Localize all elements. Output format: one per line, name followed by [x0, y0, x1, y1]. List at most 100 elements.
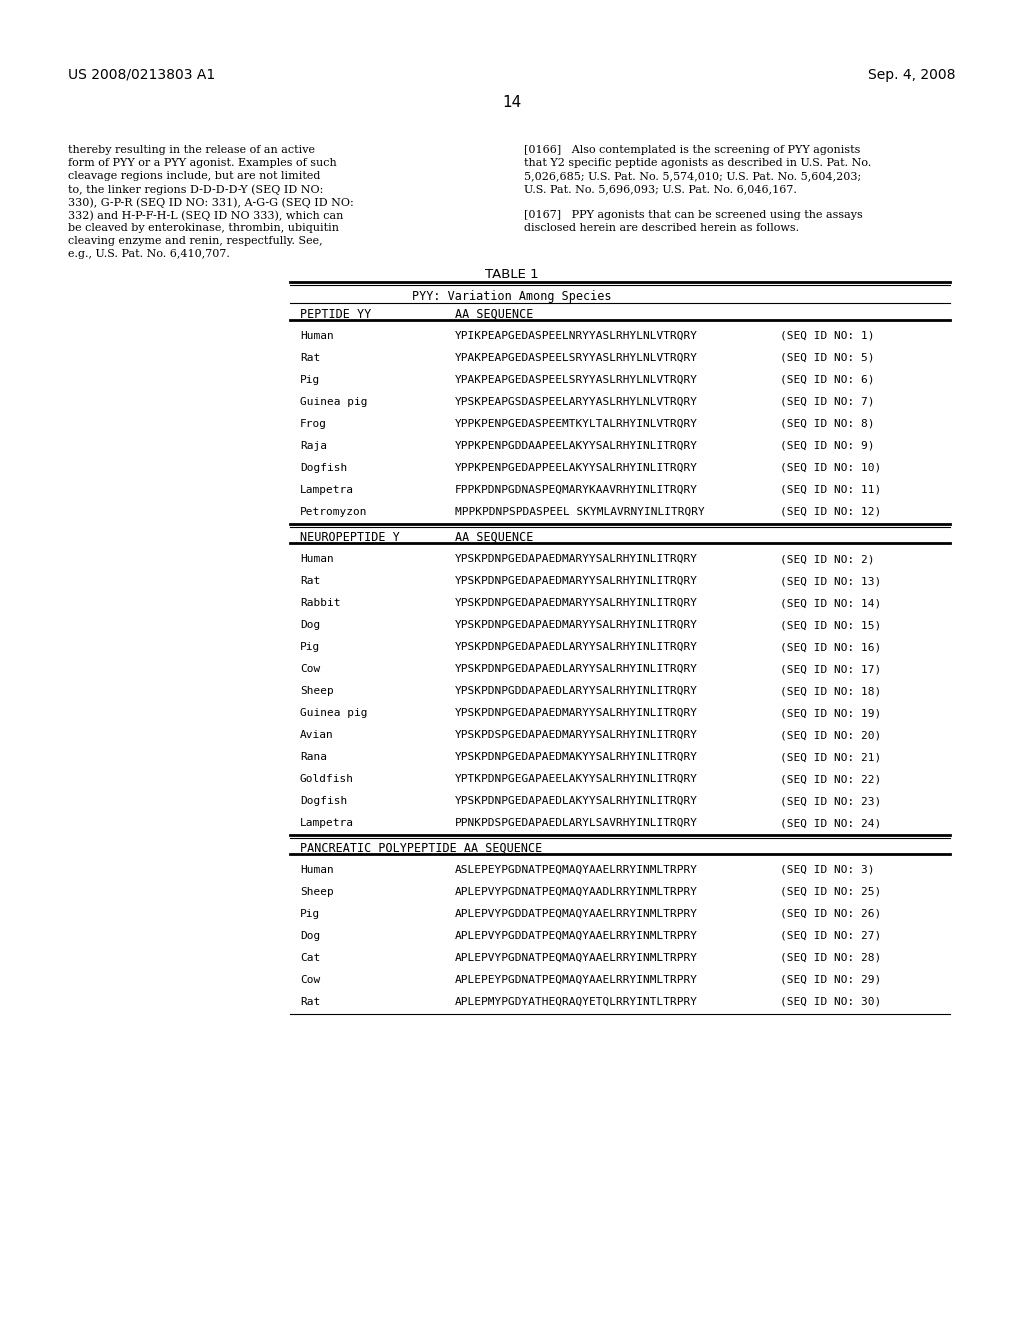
Text: YPSKPDNPGEDAPAEDMARYYSALRHYINLITRQRY: YPSKPDNPGEDAPAEDMARYYSALRHYINLITRQRY: [455, 708, 698, 718]
Text: Pig: Pig: [300, 909, 321, 919]
Text: (SEQ ID NO: 17): (SEQ ID NO: 17): [780, 664, 882, 675]
Text: YPSKPEAPGSDASPEELARYYASLRHYLNLVTRQRY: YPSKPEAPGSDASPEELARYYASLRHYLNLVTRQRY: [455, 397, 698, 407]
Text: US 2008/0213803 A1: US 2008/0213803 A1: [68, 69, 215, 82]
Text: NEUROPEPTIDE Y: NEUROPEPTIDE Y: [300, 531, 399, 544]
Text: Avian: Avian: [300, 730, 334, 741]
Text: form of PYY or a PYY agonist. Examples of such: form of PYY or a PYY agonist. Examples o…: [68, 158, 337, 168]
Text: Human: Human: [300, 331, 334, 341]
Text: (SEQ ID NO: 28): (SEQ ID NO: 28): [780, 953, 882, 964]
Text: TABLE 1: TABLE 1: [485, 268, 539, 281]
Text: YPSKPDNPGDDAPAEDLARYYSALRHYINLITRQRY: YPSKPDNPGDDAPAEDLARYYSALRHYINLITRQRY: [455, 686, 698, 696]
Text: YPSKPDNPGEDAPAEDMARYYSALRHYINLITRQRY: YPSKPDNPGEDAPAEDMARYYSALRHYINLITRQRY: [455, 576, 698, 586]
Text: ASLEPEYPGDNATPEQMAQYAAELRRYINMLTRPRY: ASLEPEYPGDNATPEQMAQYAAELRRYINMLTRPRY: [455, 865, 698, 875]
Text: Lampetra: Lampetra: [300, 818, 354, 828]
Text: disclosed herein are described herein as follows.: disclosed herein are described herein as…: [524, 223, 799, 234]
Text: Petromyzon: Petromyzon: [300, 507, 368, 517]
Text: MPPKPDNPSPDASPEEL SKYMLAVRNYINLITRQRY: MPPKPDNPSPDASPEEL SKYMLAVRNYINLITRQRY: [455, 507, 705, 517]
Text: (SEQ ID NO: 30): (SEQ ID NO: 30): [780, 997, 882, 1007]
Text: FPPKPDNPGDNASPEQMARYKAAVRHYINLITRQRY: FPPKPDNPGDNASPEQMARYKAAVRHYINLITRQRY: [455, 484, 698, 495]
Text: (SEQ ID NO: 1): (SEQ ID NO: 1): [780, 331, 874, 341]
Text: Dogfish: Dogfish: [300, 463, 347, 473]
Text: (SEQ ID NO: 10): (SEQ ID NO: 10): [780, 463, 882, 473]
Text: YPSKPDNPGEDAPAEDLAKYYSALRHYINLITRQRY: YPSKPDNPGEDAPAEDLAKYYSALRHYINLITRQRY: [455, 796, 698, 807]
Text: (SEQ ID NO: 25): (SEQ ID NO: 25): [780, 887, 882, 898]
Text: YPSKPDSPGEDAPAEDMARYYSALRHYINLITRQRY: YPSKPDSPGEDAPAEDMARYYSALRHYINLITRQRY: [455, 730, 698, 741]
Text: cleaving enzyme and renin, respectfully. See,: cleaving enzyme and renin, respectfully.…: [68, 236, 323, 246]
Text: thereby resulting in the release of an active: thereby resulting in the release of an a…: [68, 145, 315, 154]
Text: (SEQ ID NO: 5): (SEQ ID NO: 5): [780, 352, 874, 363]
Text: (SEQ ID NO: 18): (SEQ ID NO: 18): [780, 686, 882, 696]
Text: Raja: Raja: [300, 441, 327, 451]
Text: AA SEQUENCE: AA SEQUENCE: [455, 308, 534, 321]
Text: YPSKPDNPGEDAPAEDMARYYSALRHYINLITRQRY: YPSKPDNPGEDAPAEDMARYYSALRHYINLITRQRY: [455, 620, 698, 630]
Text: (SEQ ID NO: 3): (SEQ ID NO: 3): [780, 865, 874, 875]
Text: Goldfish: Goldfish: [300, 774, 354, 784]
Text: Rat: Rat: [300, 576, 321, 586]
Text: Pig: Pig: [300, 375, 321, 385]
Text: (SEQ ID NO: 7): (SEQ ID NO: 7): [780, 397, 874, 407]
Text: YPPKPENPGEDAPPEELAKYYSALRHYINLITRQRY: YPPKPENPGEDAPPEELAKYYSALRHYINLITRQRY: [455, 463, 698, 473]
Text: APLEPVYPGDNATPEQMAQYAADLRRYINMLTRPRY: APLEPVYPGDNATPEQMAQYAADLRRYINMLTRPRY: [455, 887, 698, 898]
Text: 5,026,685; U.S. Pat. No. 5,574,010; U.S. Pat. No. 5,604,203;: 5,026,685; U.S. Pat. No. 5,574,010; U.S.…: [524, 172, 861, 181]
Text: (SEQ ID NO: 21): (SEQ ID NO: 21): [780, 752, 882, 762]
Text: (SEQ ID NO: 2): (SEQ ID NO: 2): [780, 554, 874, 564]
Text: YPSKPDNPGEDAPAEDLARYYSALRHYINLITRQRY: YPSKPDNPGEDAPAEDLARYYSALRHYINLITRQRY: [455, 664, 698, 675]
Text: Rat: Rat: [300, 352, 321, 363]
Text: YPPKPENPGDDAAPEELAKYYSALRHYINLITRQRY: YPPKPENPGDDAAPEELAKYYSALRHYINLITRQRY: [455, 441, 698, 451]
Text: (SEQ ID NO: 22): (SEQ ID NO: 22): [780, 774, 882, 784]
Text: Cow: Cow: [300, 975, 321, 985]
Text: e.g., U.S. Pat. No. 6,410,707.: e.g., U.S. Pat. No. 6,410,707.: [68, 249, 229, 259]
Text: to, the linker regions D-D-D-D-Y (SEQ ID NO:: to, the linker regions D-D-D-D-Y (SEQ ID…: [68, 183, 324, 194]
Text: APLEPVYPGDDATPEQMAQYAAELRRYINMLTRPRY: APLEPVYPGDDATPEQMAQYAAELRRYINMLTRPRY: [455, 909, 698, 919]
Text: that Y2 specific peptide agonists as described in U.S. Pat. No.: that Y2 specific peptide agonists as des…: [524, 158, 871, 168]
Text: Dog: Dog: [300, 931, 321, 941]
Text: (SEQ ID NO: 13): (SEQ ID NO: 13): [780, 576, 882, 586]
Text: U.S. Pat. No. 5,696,093; U.S. Pat. No. 6,046,167.: U.S. Pat. No. 5,696,093; U.S. Pat. No. 6…: [524, 183, 797, 194]
Text: APLEPVYPGDDATPEQMAQYAAELRRYINMLTRPRY: APLEPVYPGDDATPEQMAQYAAELRRYINMLTRPRY: [455, 931, 698, 941]
Text: Cow: Cow: [300, 664, 321, 675]
Text: 332) and H-P-F-H-L (SEQ ID NO 333), which can: 332) and H-P-F-H-L (SEQ ID NO 333), whic…: [68, 210, 343, 220]
Text: [0166]   Also contemplated is the screening of PYY agonists: [0166] Also contemplated is the screenin…: [524, 145, 860, 154]
Text: (SEQ ID NO: 19): (SEQ ID NO: 19): [780, 708, 882, 718]
Text: Rat: Rat: [300, 997, 321, 1007]
Text: be cleaved by enterokinase, thrombin, ubiquitin: be cleaved by enterokinase, thrombin, ub…: [68, 223, 339, 234]
Text: (SEQ ID NO: 8): (SEQ ID NO: 8): [780, 418, 874, 429]
Text: Guinea pig: Guinea pig: [300, 708, 368, 718]
Text: (SEQ ID NO: 6): (SEQ ID NO: 6): [780, 375, 874, 385]
Text: (SEQ ID NO: 29): (SEQ ID NO: 29): [780, 975, 882, 985]
Text: (SEQ ID NO: 16): (SEQ ID NO: 16): [780, 642, 882, 652]
Text: YPTKPDNPGEGAPAEELAKYYSALRHYINLITRQRY: YPTKPDNPGEGAPAEELAKYYSALRHYINLITRQRY: [455, 774, 698, 784]
Text: YPPKPENPGEDASPEEMTKYLTALRHYINLVTRQRY: YPPKPENPGEDASPEEMTKYLTALRHYINLVTRQRY: [455, 418, 698, 429]
Text: Human: Human: [300, 554, 334, 564]
Text: Sheep: Sheep: [300, 686, 334, 696]
Text: APLEPMYPGDYATHEQRAQYETQLRRYINTLTRPRY: APLEPMYPGDYATHEQRAQYETQLRRYINTLTRPRY: [455, 997, 698, 1007]
Text: (SEQ ID NO: 14): (SEQ ID NO: 14): [780, 598, 882, 609]
Text: Rana: Rana: [300, 752, 327, 762]
Text: YPSKPDNPGEDAPAEDMARYYSALRHYINLITRQRY: YPSKPDNPGEDAPAEDMARYYSALRHYINLITRQRY: [455, 598, 698, 609]
Text: PANCREATIC POLYPEPTIDE AA SEQUENCE: PANCREATIC POLYPEPTIDE AA SEQUENCE: [300, 842, 543, 855]
Text: (SEQ ID NO: 23): (SEQ ID NO: 23): [780, 796, 882, 807]
Text: Human: Human: [300, 865, 334, 875]
Text: APLEPEYPGDNATPEQMAQYAAELRRYINMLTRPRY: APLEPEYPGDNATPEQMAQYAAELRRYINMLTRPRY: [455, 975, 698, 985]
Text: Sep. 4, 2008: Sep. 4, 2008: [868, 69, 956, 82]
Text: (SEQ ID NO: 9): (SEQ ID NO: 9): [780, 441, 874, 451]
Text: AA SEQUENCE: AA SEQUENCE: [455, 531, 534, 544]
Text: YPAKPEAPGEDASPEELSRYYASLRHYLNLVTRQRY: YPAKPEAPGEDASPEELSRYYASLRHYLNLVTRQRY: [455, 375, 698, 385]
Text: (SEQ ID NO: 26): (SEQ ID NO: 26): [780, 909, 882, 919]
Text: 14: 14: [503, 95, 521, 110]
Text: PYY: Variation Among Species: PYY: Variation Among Species: [413, 290, 611, 304]
Text: (SEQ ID NO: 27): (SEQ ID NO: 27): [780, 931, 882, 941]
Text: PPNKPDSPGEDAPAEDLARYLSAVRHYINLITRQRY: PPNKPDSPGEDAPAEDLARYLSAVRHYINLITRQRY: [455, 818, 698, 828]
Text: (SEQ ID NO: 15): (SEQ ID NO: 15): [780, 620, 882, 630]
Text: [0167]   PPY agonists that can be screened using the assays: [0167] PPY agonists that can be screened…: [524, 210, 863, 220]
Text: Dog: Dog: [300, 620, 321, 630]
Text: (SEQ ID NO: 11): (SEQ ID NO: 11): [780, 484, 882, 495]
Text: Pig: Pig: [300, 642, 321, 652]
Text: YPIKPEAPGEDASPEELNRYYASLRHYLNLVTRQRY: YPIKPEAPGEDASPEELNRYYASLRHYLNLVTRQRY: [455, 331, 698, 341]
Text: YPSKPDNPGEDAPAEDMARYYSALRHYINLITRQRY: YPSKPDNPGEDAPAEDMARYYSALRHYINLITRQRY: [455, 554, 698, 564]
Text: PEPTIDE YY: PEPTIDE YY: [300, 308, 372, 321]
Text: YPSKPDNPGEDAPAEDLARYYSALRHYINLITRQRY: YPSKPDNPGEDAPAEDLARYYSALRHYINLITRQRY: [455, 642, 698, 652]
Text: (SEQ ID NO: 12): (SEQ ID NO: 12): [780, 507, 882, 517]
Text: (SEQ ID NO: 24): (SEQ ID NO: 24): [780, 818, 882, 828]
Text: Rabbit: Rabbit: [300, 598, 341, 609]
